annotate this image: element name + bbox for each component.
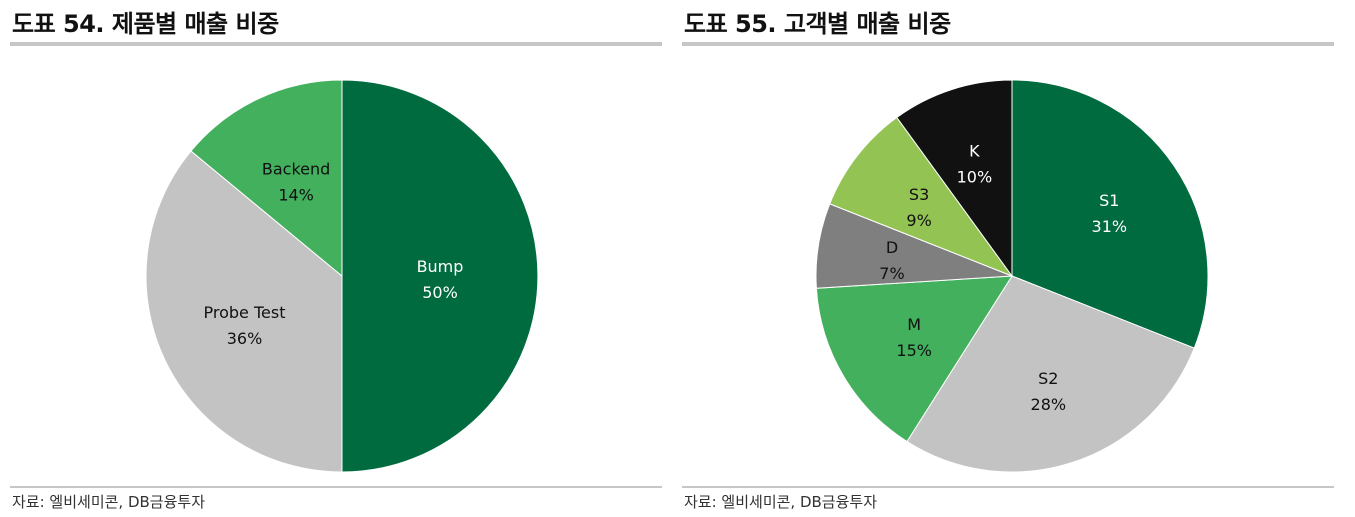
product-sales-pie-chart: Bump 50% Probe Test 36% Backend 14% [145,79,539,473]
title-divider [682,42,1334,46]
source-divider [682,486,1334,488]
panel-title: 도표 55. 고객별 매출 비중 [684,10,951,38]
slice-value-s3: 9% [906,211,931,230]
source-note: 자료: 엘비세미콘, DB금융투자 [684,493,877,511]
title-divider [10,42,662,46]
panel-title: 도표 54. 제품별 매출 비중 [12,10,279,38]
slice-value-s2: 28% [1031,395,1067,414]
slice-value-bump: 50% [422,283,458,302]
product-sales-panel: 도표 54. 제품별 매출 비중 Bump 50% Probe Test 36% Bac… [10,0,662,517]
customer-sales-panel: 도표 55. 고객별 매출 비중 S1 31% S2 28% M 15% D 7% S3 9% K 1… [682,0,1334,517]
source-note: 자료: 엘비세미콘, DB금융투자 [12,493,205,511]
slice-label-bump: Bump [417,257,464,276]
pie-slice-bump [341,79,539,473]
slice-value-d: 7% [879,264,904,283]
slice-label-s1: S1 [1099,191,1119,210]
slice-value-m: 15% [896,341,932,360]
slice-label-d: D [886,238,898,257]
pie-slice-s3 [829,116,1014,278]
slice-label-m: M [907,315,921,334]
pie-slice-k [896,79,1013,278]
slice-value-k: 10% [957,167,993,186]
slice-label-backend: Backend [262,160,330,179]
slice-label-probe-test: Probe Test [204,303,286,322]
slice-label-s2: S2 [1038,369,1058,388]
pie-slice-probe-test [145,150,343,473]
customer-sales-pie-chart: S1 31% S2 28% M 15% D 7% S3 9% K 10% [815,79,1209,473]
pie-slice-s1 [1011,79,1209,349]
pie-slice-s2 [906,275,1195,473]
source-divider [10,486,662,488]
slice-value-s1: 31% [1092,217,1128,236]
pie-slice-backend [190,79,343,278]
slice-value-backend: 14% [278,186,314,205]
pie-slice-m [815,275,1013,443]
slice-label-s3: S3 [909,185,929,204]
slice-label-k: K [969,141,980,160]
slice-value-probe-test: 36% [227,329,263,348]
